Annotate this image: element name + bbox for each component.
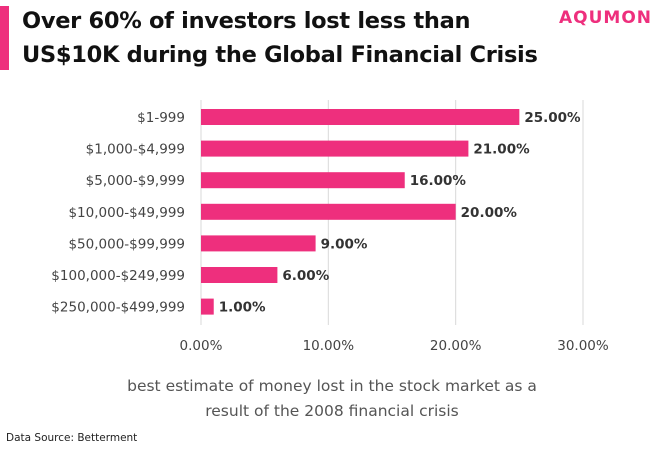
bar-0 xyxy=(201,109,520,125)
bar-2 xyxy=(201,172,405,189)
category-label-6: $250,000-$499,999 xyxy=(51,300,185,316)
x-axis-caption-line-2: result of the 2008 financial crisis xyxy=(205,402,459,420)
bar-4 xyxy=(201,235,316,252)
x-tick-label-2: 20.00% xyxy=(430,338,482,354)
title-accent-bar xyxy=(0,6,9,70)
category-label-1: $1,000-$4,999 xyxy=(86,142,185,158)
chart-title-line-1: Over 60% of investors lost less than xyxy=(22,8,471,34)
category-label-3: $10,000-$49,999 xyxy=(68,205,185,221)
bar-1 xyxy=(201,140,469,157)
bar-5 xyxy=(201,267,278,283)
data-source-note: Data Source: Betterment xyxy=(6,432,138,444)
x-axis-caption: best estimate of money lost in the stock… xyxy=(40,374,624,424)
value-label-3: 20.00% xyxy=(461,205,518,221)
bar-6 xyxy=(201,298,214,315)
value-label-5: 6.00% xyxy=(282,268,329,284)
value-label-2: 16.00% xyxy=(410,173,467,189)
bar-3 xyxy=(201,203,456,220)
category-label-2: $5,000-$9,999 xyxy=(86,173,185,189)
chart-title: Over 60% of investors lost less than US$… xyxy=(22,4,542,72)
chart-title-line-2: US$10K during the Global Financial Crisi… xyxy=(22,42,538,68)
value-label-1: 21.00% xyxy=(473,142,530,158)
value-label-0: 25.00% xyxy=(524,110,581,126)
x-axis-caption-line-1: best estimate of money lost in the stock… xyxy=(127,377,537,395)
category-label-5: $100,000-$249,999 xyxy=(51,268,185,284)
brand-logo: AQUMON xyxy=(558,8,652,28)
x-tick-label-3: 30.00% xyxy=(557,338,609,354)
category-label-0: $1-999 xyxy=(137,110,185,126)
x-tick-label-0: 0.00% xyxy=(180,338,223,354)
x-tick-label-1: 10.00% xyxy=(303,338,355,354)
category-label-4: $50,000-$99,999 xyxy=(68,236,185,252)
value-label-6: 1.00% xyxy=(219,300,266,316)
value-label-4: 9.00% xyxy=(321,236,368,252)
